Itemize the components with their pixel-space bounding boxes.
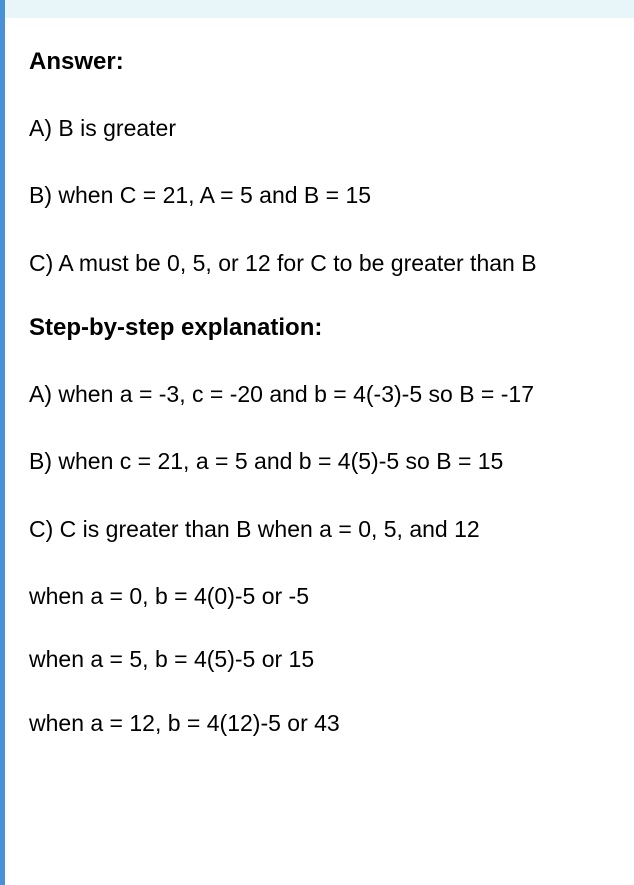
explanation-line-c3: when a = 12, b = 4(12)-5 or 43 bbox=[29, 707, 610, 740]
answer-line-b: B) when C = 21, A = 5 and B = 15 bbox=[29, 179, 610, 212]
explanation-line-b: B) when c = 21, a = 5 and b = 4(5)-5 so … bbox=[29, 445, 610, 478]
answer-line-a: A) B is greater bbox=[29, 112, 610, 145]
explanation-heading: Step-by-step explanation: bbox=[29, 314, 610, 342]
content-area: Answer: A) B is greater B) when C = 21, … bbox=[5, 18, 634, 740]
answer-heading: Answer: bbox=[29, 48, 610, 76]
answer-container: Answer: A) B is greater B) when C = 21, … bbox=[0, 0, 634, 885]
explanation-line-c: C) C is greater than B when a = 0, 5, an… bbox=[29, 513, 610, 546]
explanation-line-c1: when a = 0, b = 4(0)-5 or -5 bbox=[29, 580, 610, 613]
top-band bbox=[5, 0, 634, 18]
explanation-line-a: A) when a = -3, c = -20 and b = 4(-3)-5 … bbox=[29, 378, 610, 411]
explanation-line-c2: when a = 5, b = 4(5)-5 or 15 bbox=[29, 643, 610, 676]
answer-line-c: C) A must be 0, 5, or 12 for C to be gre… bbox=[29, 247, 610, 280]
